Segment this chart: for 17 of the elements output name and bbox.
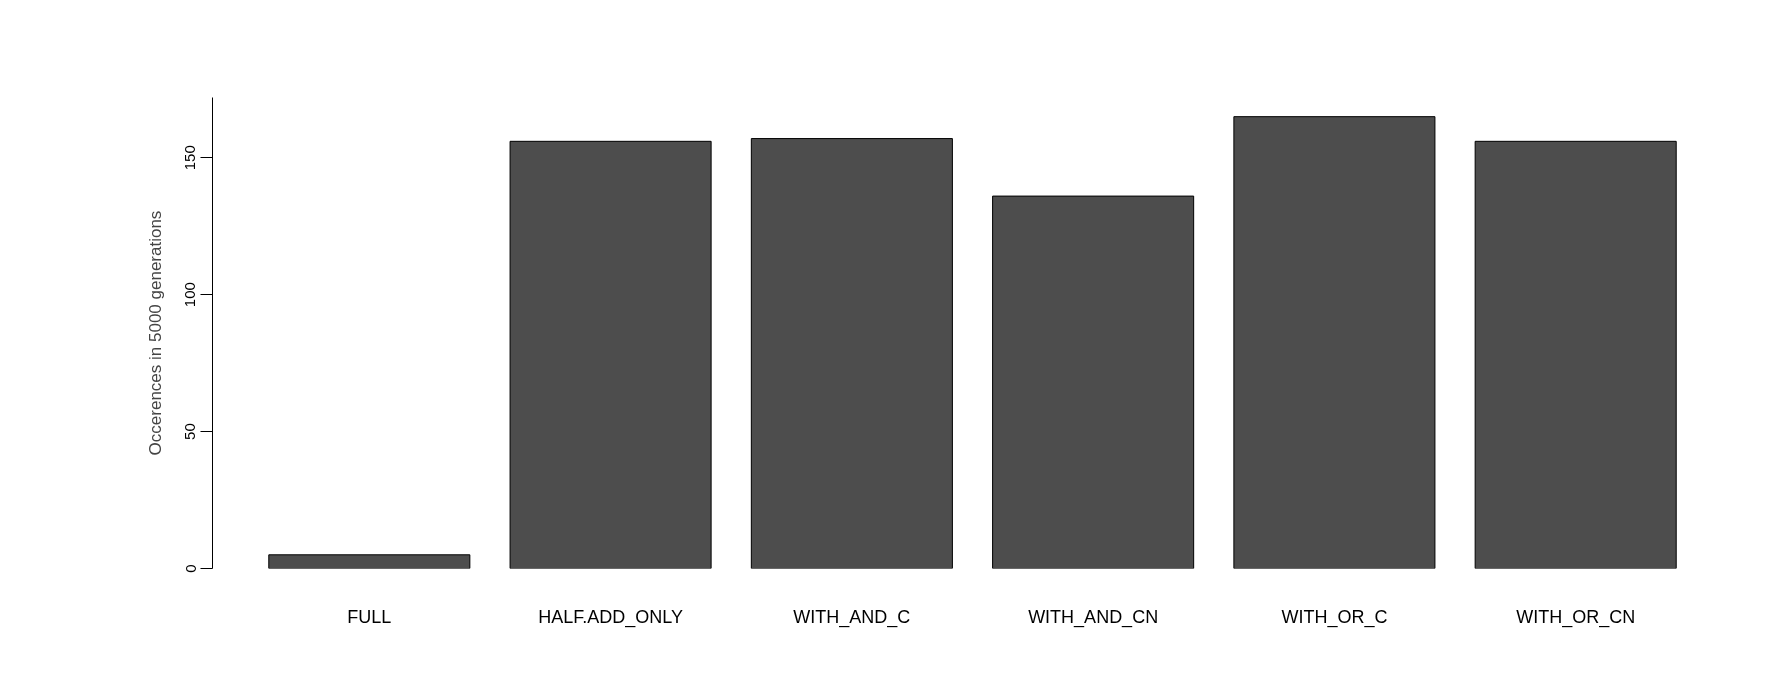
x-tick-label: HALF.ADD_ONLY [538, 606, 683, 628]
y-tick-label: 150 [181, 145, 199, 171]
x-tick-label: WITH_AND_CN [1028, 606, 1159, 628]
bar [1233, 116, 1436, 569]
y-tick-label: 100 [181, 282, 199, 308]
x-tick-label: WITH_OR_C [1281, 606, 1388, 628]
x-tick-label: WITH_OR_CN [1516, 606, 1636, 628]
y-tick-label: 0 [181, 564, 199, 573]
bar [750, 138, 953, 569]
x-tick-label: FULL [347, 606, 392, 627]
y-tick-label: 50 [181, 423, 199, 440]
bar [268, 554, 471, 569]
x-tick-label: WITH_AND_C [793, 606, 911, 628]
y-axis-title: Occerences in 5000 generations [145, 210, 165, 456]
bar [509, 140, 712, 569]
bar [1474, 140, 1677, 569]
bar [992, 195, 1195, 569]
